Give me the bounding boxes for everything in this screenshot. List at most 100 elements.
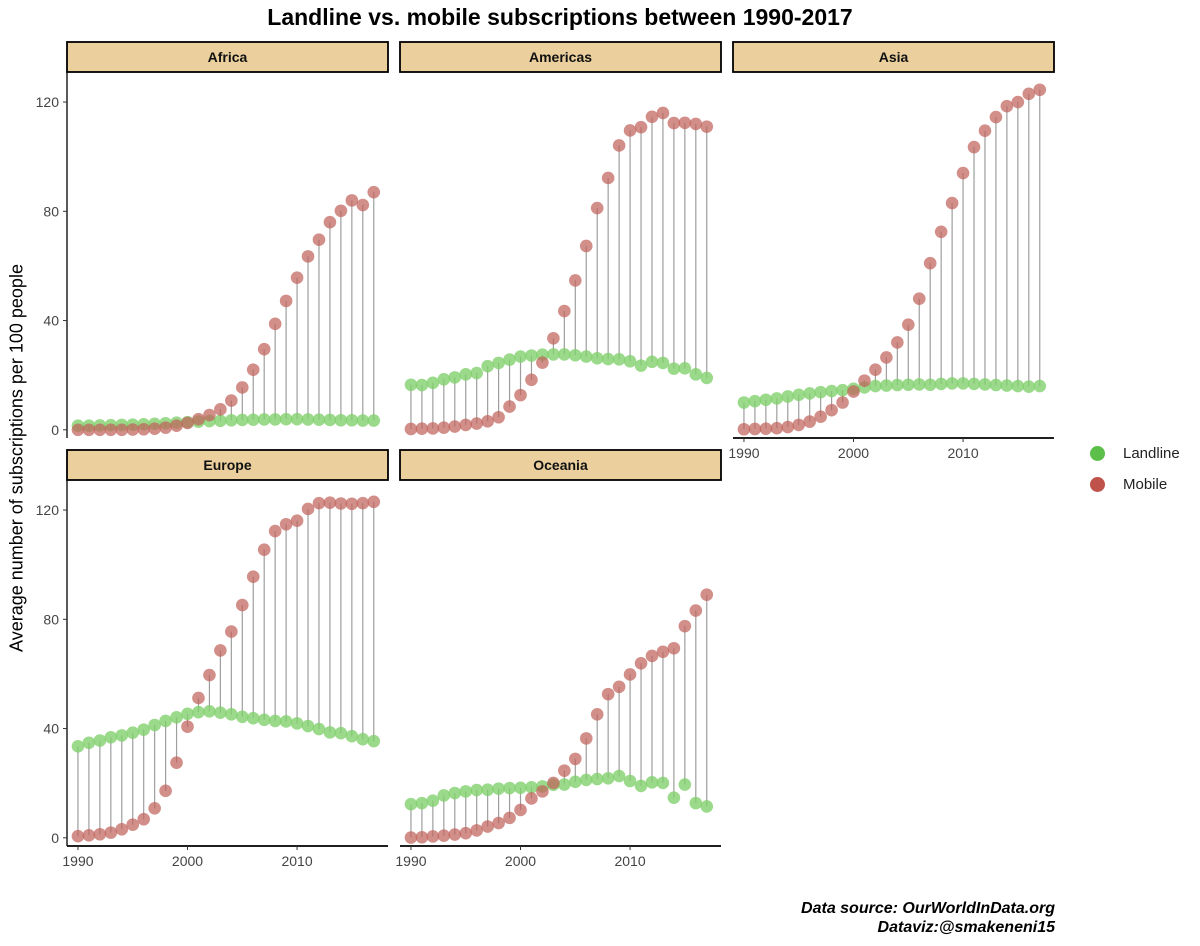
- landline-point: [781, 390, 795, 403]
- landline-point: [225, 413, 238, 427]
- mobile-point: [257, 342, 271, 356]
- strip-europe: [66, 449, 389, 481]
- landline-point: [514, 781, 527, 795]
- landline-point: [759, 393, 773, 407]
- landline-point: [492, 356, 505, 370]
- landline-point: [803, 387, 816, 400]
- legend-item-landline: Landline: [1090, 438, 1180, 469]
- landline-point: [634, 779, 648, 793]
- panel-asia: Asia 1990 2000 2010: [728, 41, 1055, 461]
- panel-europe: Europe 0 40 80 120 1990 2000 2010: [36, 449, 389, 869]
- chart-title: Landline vs. mobile subscriptions betwee…: [267, 4, 853, 30]
- landline-point: [470, 366, 483, 380]
- mobile-point: [181, 416, 194, 430]
- mobile-point: [612, 139, 626, 152]
- mobile-point: [159, 421, 172, 434]
- caption: Data source: OurWorldInData.org Dataviz:…: [801, 899, 1055, 937]
- mobile-point: [356, 496, 370, 510]
- landline-point: [568, 775, 582, 789]
- mobile-point: [869, 363, 882, 377]
- mobile-point: [514, 803, 527, 817]
- mobile-point: [312, 233, 326, 247]
- y-tick-label: 80: [43, 203, 59, 219]
- landline-point: [137, 723, 150, 736]
- mobile-point: [459, 826, 473, 840]
- panel-americas: Americas: [399, 41, 722, 436]
- mobile-point: [126, 423, 140, 436]
- landline-point: [869, 379, 882, 393]
- landline-point: [415, 378, 429, 392]
- mobile-point: [536, 785, 549, 798]
- landline-point: [345, 413, 359, 427]
- landline-point: [312, 722, 326, 736]
- landline-point: [689, 796, 703, 810]
- y-tick-label: 40: [43, 721, 59, 737]
- landline-point: [459, 785, 473, 798]
- legend-mobile-label: Mobile: [1123, 476, 1168, 493]
- landline-point: [301, 719, 315, 733]
- mobile-point: [568, 752, 582, 766]
- landline-point: [667, 791, 681, 804]
- landline-point: [901, 378, 915, 392]
- landline-point: [1022, 380, 1036, 393]
- landline-point: [579, 350, 593, 363]
- mobile-point: [901, 318, 915, 331]
- landline-point: [634, 359, 648, 372]
- landline-point: [525, 349, 538, 362]
- mobile-point: [825, 403, 838, 417]
- mobile-point: [934, 225, 948, 239]
- mobile-point: [525, 373, 538, 387]
- landline-point: [912, 378, 926, 391]
- landline-point: [689, 368, 703, 381]
- landline-point: [192, 705, 205, 719]
- mobile-point: [301, 250, 315, 263]
- mobile-point: [181, 720, 194, 733]
- landline-point: [700, 371, 714, 385]
- landline-point: [214, 706, 227, 720]
- landline-point: [601, 771, 615, 785]
- landline-point: [257, 713, 271, 727]
- mobile-point: [558, 304, 571, 318]
- landline-point: [301, 413, 315, 426]
- landline-point: [748, 394, 762, 408]
- mobile-point: [448, 828, 462, 841]
- landline-point: [547, 348, 560, 361]
- mobile-point: [367, 495, 381, 509]
- mobile-point: [345, 194, 359, 207]
- mobile-point: [836, 396, 849, 409]
- mobile-point: [579, 732, 593, 745]
- landline-point: [323, 726, 337, 739]
- y-tick-label: 0: [51, 830, 59, 846]
- x-tick-label: 1990: [395, 853, 426, 869]
- mobile-point: [323, 496, 337, 509]
- mobile-point: [170, 756, 183, 769]
- mobile-point: [590, 201, 604, 215]
- landline-point: [737, 396, 751, 409]
- mobile-point: [356, 198, 370, 212]
- mobile-point: [104, 826, 118, 839]
- landline-point: [448, 786, 462, 800]
- mobile-point: [225, 625, 238, 638]
- landline-point: [426, 794, 440, 807]
- mobile-point: [814, 410, 827, 423]
- mobile-point: [192, 412, 205, 426]
- mobile-point: [1022, 87, 1036, 101]
- y-tick-label: 120: [36, 94, 60, 110]
- mobile-point: [334, 497, 348, 510]
- landline-point: [323, 413, 337, 427]
- mobile-point: [612, 680, 626, 694]
- mobile-point: [547, 332, 560, 345]
- mobile-point: [989, 110, 1003, 124]
- landline-point: [656, 356, 670, 370]
- mobile-point: [93, 827, 107, 841]
- landline-point: [1033, 379, 1047, 393]
- mobile-point: [148, 422, 161, 436]
- mobile-point: [945, 196, 959, 210]
- y-tick-label: 0: [51, 422, 59, 438]
- mobile-point: [481, 415, 494, 428]
- mobile-point: [82, 829, 96, 842]
- landline-point: [481, 359, 494, 373]
- mobile-point: [656, 106, 670, 120]
- mobile-point: [667, 116, 681, 130]
